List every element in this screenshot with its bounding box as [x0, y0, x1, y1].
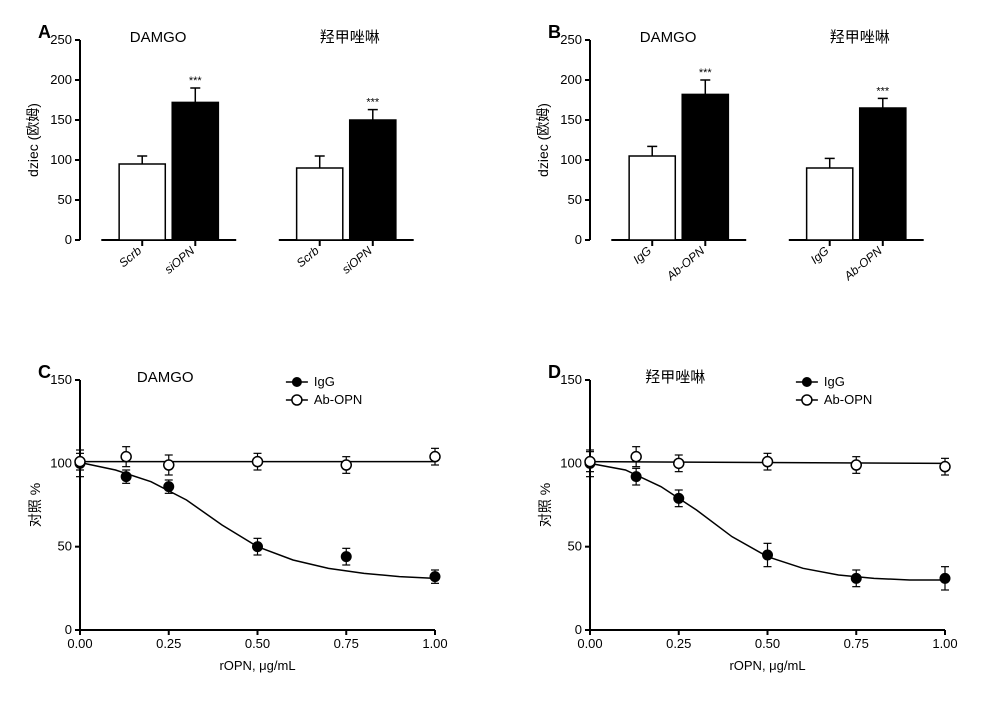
svg-text:0.50: 0.50: [245, 636, 270, 651]
figure-grid: A 0 50 100 150 200 250 dziec (欧姆) Scrb *** siOPN S…: [20, 20, 980, 690]
svg-text:0.50: 0.50: [755, 636, 780, 651]
svg-text:0.25: 0.25: [156, 636, 181, 651]
bar-chart-a: 0 50 100 150 200 250 dziec (欧姆) Scrb *** siOPN Scr…: [20, 20, 450, 330]
svg-text:0: 0: [575, 622, 582, 637]
svg-text:0.25: 0.25: [666, 636, 691, 651]
line-chart-d: 0 50 100 150 0.00 0.25 0.50 0.75 1.00 对照 % rOPN, μ…: [530, 360, 960, 690]
svg-text:200: 200: [560, 72, 582, 87]
svg-text:DAMGO: DAMGO: [640, 29, 697, 46]
svg-text:羟甲唑啉: 羟甲唑啉: [830, 29, 890, 46]
svg-text:DAMGO: DAMGO: [137, 369, 194, 386]
svg-text:DAMGO: DAMGO: [130, 29, 187, 46]
bar-chart-b: 0 50 100 150 200 250 dziec (欧姆) IgG *** Ab-OPN IgG…: [530, 20, 960, 330]
svg-text:250: 250: [50, 32, 72, 47]
svg-text:***: ***: [189, 75, 203, 87]
svg-text:50: 50: [568, 539, 582, 554]
svg-text:Ab-OPN: Ab-OPN: [824, 392, 872, 407]
svg-text:0.00: 0.00: [67, 636, 92, 651]
svg-text:***: ***: [699, 67, 713, 79]
svg-text:IgG: IgG: [630, 244, 654, 267]
panel-d: D 0 50 100 150 0.00 0.25 0.50 0.75 1.00 对照 % rOPN,…: [530, 360, 980, 690]
svg-text:siOPN: siOPN: [339, 243, 375, 276]
svg-text:Ab-OPN: Ab-OPN: [841, 243, 885, 283]
svg-text:rOPN, μg/mL: rOPN, μg/mL: [219, 658, 295, 673]
line-chart-c: 0 50 100 150 0.00 0.25 0.50 0.75 1.00 对照 % rOPN, μ…: [20, 360, 450, 690]
svg-text:***: ***: [876, 85, 890, 97]
svg-text:IgG: IgG: [808, 244, 832, 267]
svg-text:100: 100: [50, 152, 72, 167]
panel-letter-b: B: [548, 22, 561, 43]
svg-text:Ab-OPN: Ab-OPN: [663, 243, 707, 283]
svg-text:羟甲唑啉: 羟甲唑啉: [320, 29, 380, 46]
svg-text:100: 100: [50, 455, 72, 470]
svg-text:150: 150: [50, 372, 72, 387]
svg-text:0.75: 0.75: [334, 636, 359, 651]
panel-letter-c: C: [38, 362, 51, 383]
svg-text:0.75: 0.75: [844, 636, 869, 651]
svg-text:200: 200: [50, 72, 72, 87]
svg-text:50: 50: [568, 192, 582, 207]
svg-text:dziec (欧姆): dziec (欧姆): [25, 103, 41, 177]
svg-text:dziec (欧姆): dziec (欧姆): [535, 103, 551, 177]
svg-text:IgG: IgG: [314, 374, 335, 389]
svg-text:100: 100: [560, 455, 582, 470]
svg-text:Ab-OPN: Ab-OPN: [314, 392, 362, 407]
svg-text:0: 0: [65, 622, 72, 637]
svg-text:对照 %: 对照 %: [27, 483, 43, 527]
svg-text:0: 0: [575, 232, 582, 247]
svg-text:siOPN: siOPN: [162, 243, 198, 276]
svg-text:rOPN, μg/mL: rOPN, μg/mL: [729, 658, 805, 673]
svg-text:50: 50: [58, 539, 72, 554]
svg-text:***: ***: [366, 97, 380, 109]
svg-text:0: 0: [65, 232, 72, 247]
svg-text:100: 100: [560, 152, 582, 167]
svg-text:0.00: 0.00: [577, 636, 602, 651]
svg-text:对照 %: 对照 %: [537, 483, 553, 527]
svg-text:羟甲唑啉: 羟甲唑啉: [645, 369, 705, 386]
svg-text:1.00: 1.00: [932, 636, 957, 651]
panel-c: C 0 50 100 150 0.00 0.25 0.50 0.75 1.00 对照 % rOPN,…: [20, 360, 470, 690]
svg-text:Scrb: Scrb: [116, 243, 144, 270]
svg-text:50: 50: [58, 192, 72, 207]
svg-text:IgG: IgG: [824, 374, 845, 389]
svg-text:150: 150: [50, 112, 72, 127]
svg-text:150: 150: [560, 112, 582, 127]
svg-text:150: 150: [560, 372, 582, 387]
panel-a: A 0 50 100 150 200 250 dziec (欧姆) Scrb *** siOPN S…: [20, 20, 470, 330]
panel-b: B 0 50 100 150 200 250 dziec (欧姆) IgG *** Ab-OPN I…: [530, 20, 980, 330]
panel-letter-a: A: [38, 22, 51, 43]
svg-text:1.00: 1.00: [422, 636, 447, 651]
panel-letter-d: D: [548, 362, 561, 383]
svg-text:250: 250: [560, 32, 582, 47]
svg-text:Scrb: Scrb: [294, 243, 322, 270]
